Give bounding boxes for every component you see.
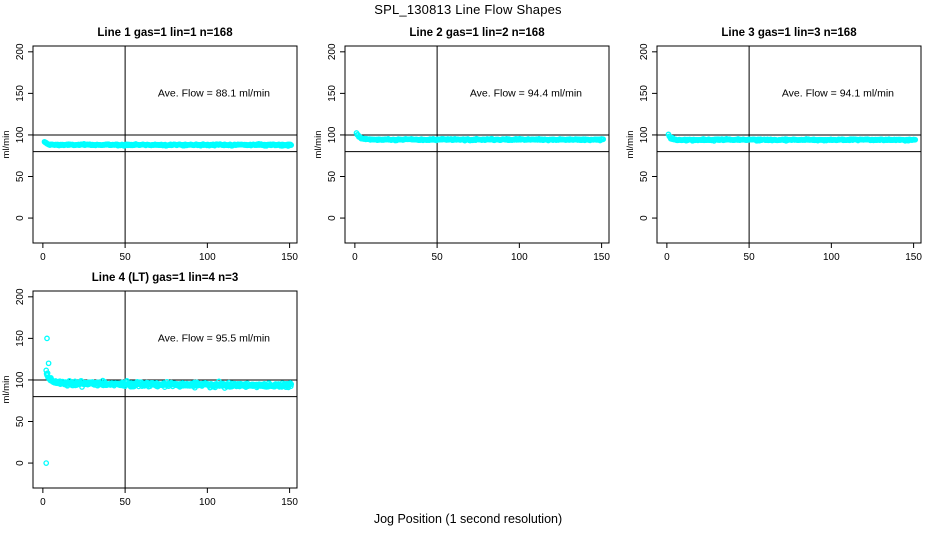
y-tick-label: 50: [327, 171, 338, 183]
reference-lines: [345, 46, 609, 243]
reference-lines: [657, 46, 921, 243]
ave-flow-annotation: Ave. Flow = 95.5 ml/min: [158, 332, 270, 344]
ave-flow-annotation: Ave. Flow = 88.1 ml/min: [158, 87, 270, 99]
x-tick-label: 50: [120, 252, 132, 263]
y-tick-label: 100: [15, 126, 26, 143]
x-tick-label: 100: [511, 252, 528, 263]
panel-line-2: 0 50 100 150 0 50 100 150 200 ml/min Line 2 gas=1 …: [313, 27, 610, 263]
y-axis-label: ml/min: [1, 131, 12, 159]
x-tick-label: 150: [593, 252, 610, 263]
y-tick-label: 150: [15, 330, 26, 347]
data-points: [41, 138, 295, 149]
y-tick-label: 100: [327, 126, 338, 143]
y-axis-label: ml/min: [625, 131, 636, 159]
axes: 0 50 100 150 0 50 100 150 200: [327, 43, 610, 263]
x-tick-label: 0: [40, 252, 46, 263]
panel-title: Line 4 (LT) gas=1 lin=4 n=3: [92, 272, 238, 284]
y-tick-label: 150: [639, 85, 650, 102]
y-tick-label: 100: [639, 126, 650, 143]
y-axis-label: ml/min: [1, 376, 12, 404]
plot-frame: [656, 45, 922, 244]
y-tick-label: 0: [639, 215, 650, 221]
axes: 0 50 100 150 0 50 100 150 200: [639, 43, 922, 263]
figure-title: SPL_130813 Line Flow Shapes: [374, 2, 562, 17]
y-tick-label: 50: [15, 416, 26, 428]
axes: 0 50 100 150 0 50 100 150 200: [15, 288, 298, 508]
panel-title: Line 3 gas=1 lin=3 n=168: [721, 27, 857, 39]
x-tick-label: 100: [199, 497, 216, 508]
x-tick-label: 50: [744, 252, 756, 263]
plot-frame: [32, 290, 298, 489]
x-tick-label: 0: [40, 497, 46, 508]
y-tick-label: 150: [327, 85, 338, 102]
y-tick-label: 0: [15, 460, 26, 466]
ave-flow-annotation: Ave. Flow = 94.4 ml/min: [470, 87, 582, 99]
data-points: [665, 131, 919, 144]
y-tick-label: 50: [639, 171, 650, 183]
plot-frame: [32, 45, 298, 244]
y-tick-label: 200: [15, 288, 26, 305]
x-tick-label: 0: [664, 252, 670, 263]
ave-flow-annotation: Ave. Flow = 94.1 ml/min: [782, 87, 894, 99]
panel-title: Line 1 gas=1 lin=1 n=168: [97, 27, 233, 39]
data-points: [43, 335, 295, 466]
x-tick-label: 50: [432, 252, 444, 263]
y-tick-label: 0: [15, 215, 26, 221]
y-tick-label: 0: [327, 215, 338, 221]
panel-title: Line 2 gas=1 lin=2 n=168: [409, 27, 545, 39]
x-tick-label: 150: [905, 252, 922, 263]
x-axis-label: Jog Position (1 second resolution): [373, 512, 563, 526]
x-tick-label: 100: [199, 252, 216, 263]
y-tick-label: 50: [15, 171, 26, 183]
y-tick-label: 150: [15, 85, 26, 102]
panel-line-3: 0 50 100 150 0 50 100 150 200 ml/min Line 3 gas=1 …: [625, 27, 922, 263]
x-tick-label: 150: [281, 497, 298, 508]
y-axis-label: ml/min: [313, 131, 324, 159]
plot-frame: [344, 45, 610, 244]
x-tick-label: 150: [281, 252, 298, 263]
y-tick-label: 200: [639, 43, 650, 60]
axes: 0 50 100 150 0 50 100 150 200: [15, 43, 298, 263]
data-points: [353, 130, 607, 144]
y-tick-label: 200: [15, 43, 26, 60]
panel-line-1: 0 50 100 150 0 50 100 150 200 ml/min Line 1 gas=1 …: [1, 27, 298, 263]
x-tick-label: 0: [352, 252, 358, 263]
panel-line-4: 0 50 100 150 0 50 100 150 200 ml/min Line 4 (LT) g…: [1, 272, 298, 508]
y-tick-label: 200: [327, 43, 338, 60]
y-tick-label: 100: [15, 371, 26, 388]
x-tick-label: 100: [823, 252, 840, 263]
x-tick-label: 50: [120, 497, 132, 508]
